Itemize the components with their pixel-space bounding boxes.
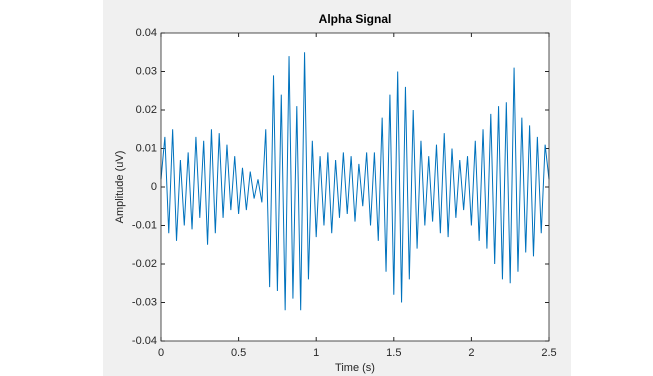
x-tick-label: 0.5 <box>231 347 246 359</box>
x-tick-label: 0 <box>158 347 164 359</box>
y-tick-label: 0.01 <box>136 142 157 154</box>
x-tick-label: 1.5 <box>386 347 401 359</box>
y-tick-label: -0.03 <box>132 296 157 308</box>
y-tick-label: -0.04 <box>132 335 157 347</box>
axes-box <box>160 32 550 342</box>
x-tick-label: 2 <box>468 347 474 359</box>
x-tick-label: 1 <box>313 347 319 359</box>
y-tick-label: -0.02 <box>132 258 157 270</box>
x-tick-label: 2.5 <box>541 347 556 359</box>
y-tick-label: 0.03 <box>136 65 157 77</box>
chart-title: Alpha Signal <box>319 12 392 26</box>
y-tick-label: -0.01 <box>132 219 157 231</box>
y-tick-label: 0 <box>151 181 157 193</box>
plot-area <box>161 33 549 341</box>
y-tick-label: 0.02 <box>136 104 157 116</box>
y-tick-label: 0.04 <box>136 27 157 39</box>
signal-line <box>160 52 550 311</box>
y-axis-label: Amplitude (uV) <box>114 151 126 224</box>
x-axis-label: Time (s) <box>335 362 375 374</box>
